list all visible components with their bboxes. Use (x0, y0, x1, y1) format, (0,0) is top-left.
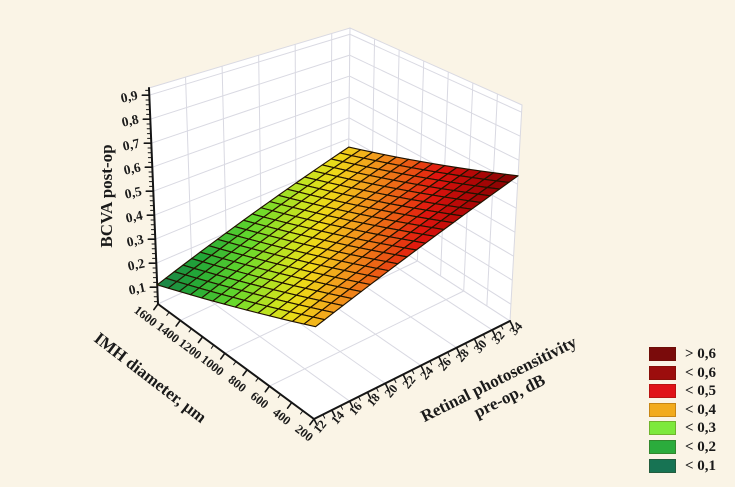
y-minor-tick (429, 360, 433, 366)
x-major-tick (309, 418, 315, 426)
z-tick-label: 0,5 (123, 183, 143, 201)
x-major-tick (153, 303, 159, 311)
y-minor-tick (358, 396, 361, 401)
legend-label: < 0,6 (685, 364, 717, 381)
legend-item: < 0,1 (649, 457, 717, 474)
x-minor-tick (277, 393, 282, 399)
left-wall-grid-line (153, 117, 350, 192)
y-minor-tick (393, 378, 397, 383)
legend-item: < 0,6 (649, 364, 717, 381)
y-major-tick (348, 400, 354, 409)
z-tick-label: 0,3 (125, 231, 145, 249)
y-minor-tick (500, 324, 504, 330)
right-wall-grid-line (349, 33, 522, 113)
left-wall-grid-line (149, 33, 351, 96)
z-tick-label: 0,8 (120, 111, 140, 129)
legend-label: < 0,3 (685, 420, 717, 437)
z-tick-label: 0,7 (121, 135, 141, 153)
y-major-tick (455, 346, 461, 355)
y-major-tick (509, 320, 514, 329)
y-major-tick (420, 364, 425, 373)
y-major-tick (402, 373, 408, 382)
legend-swatch (649, 365, 676, 380)
plot-3d-box: 0,10,20,30,40,50,60,70,80,92004006008001… (119, 27, 526, 444)
surface-cell (303, 316, 326, 328)
y-major-tick (437, 355, 443, 364)
legend-swatch (649, 421, 676, 436)
legend-item: < 0,3 (649, 420, 717, 437)
legend-label: > 0,6 (685, 346, 717, 362)
right-wall-grid-line (349, 96, 518, 185)
surface-mesh (156, 146, 519, 328)
z-axis-title-text: BCVA post-op (97, 144, 116, 247)
x-minor-tick (166, 311, 170, 316)
legend-swatch (649, 384, 676, 399)
color-legend: > 0,6 < 0,6 < 0,5 < 0,4 < 0,3 < 0,2 < 0,1 (649, 347, 716, 477)
z-tick-label: 0,6 (122, 159, 142, 177)
y-major-tick (384, 382, 390, 391)
y-major-tick (331, 409, 336, 418)
left-wall-grid-line (185, 77, 194, 289)
y-minor-tick (482, 333, 486, 339)
z-tick-label: 0,4 (124, 207, 144, 225)
x-tick-label: 800 (226, 373, 249, 396)
legend-label: < 0,1 (685, 457, 717, 474)
x-major-tick (197, 336, 204, 344)
y-major-tick (313, 418, 318, 427)
floor-grid-line (269, 290, 464, 387)
legend-swatch (649, 458, 676, 473)
legend-item: < 0,5 (649, 383, 717, 400)
left-wall-grid-line (151, 75, 350, 144)
y-major-tick (473, 338, 479, 346)
x-major-tick (264, 385, 271, 393)
legend-item: > 0,6 (649, 346, 717, 362)
x-minor-tick (255, 377, 259, 382)
z-tick-label: 0,2 (126, 255, 146, 273)
x-tick-label: 400 (270, 405, 293, 428)
y-minor-tick (447, 351, 450, 357)
x-major-tick (219, 352, 226, 360)
floor-grid-line (192, 287, 350, 402)
right-wall-grid-line (349, 54, 521, 137)
legend-label: < 0,2 (685, 438, 717, 455)
legend-label: < 0,4 (685, 401, 717, 418)
x-major-tick (286, 401, 293, 409)
x-minor-tick (299, 410, 304, 415)
z-axis-title: BCVA post-op (97, 144, 116, 247)
y-minor-tick (322, 414, 326, 419)
axes (141, 87, 514, 427)
legend-label: < 0,5 (685, 383, 717, 400)
y-minor-tick (464, 342, 468, 348)
x-major-tick (175, 319, 182, 327)
z-tick-label: 0,9 (119, 87, 139, 105)
x-major-tick (242, 368, 248, 377)
legend-item: < 0,2 (649, 438, 717, 455)
x-tick-label: 600 (248, 389, 271, 412)
left-wall-grid-line (154, 138, 350, 216)
right-wall-grid-line (486, 93, 498, 307)
legend-swatch (649, 347, 676, 361)
left-wall-grid-line (150, 54, 350, 120)
y-major-tick (491, 329, 497, 337)
right-wall-grid-line (349, 75, 520, 161)
legend-item: < 0,4 (649, 401, 717, 418)
x-minor-tick (233, 361, 237, 366)
z-tick-label: 0,1 (127, 279, 147, 297)
y-major-tick (366, 391, 372, 400)
left-wall-grid-line (152, 96, 350, 168)
legend-swatch (649, 402, 676, 417)
legend-swatch (649, 439, 676, 454)
y-minor-tick (375, 387, 379, 392)
y-minor-tick (340, 405, 344, 410)
y-minor-tick (411, 369, 415, 375)
x-minor-tick (210, 344, 215, 349)
x-minor-tick (188, 328, 192, 333)
